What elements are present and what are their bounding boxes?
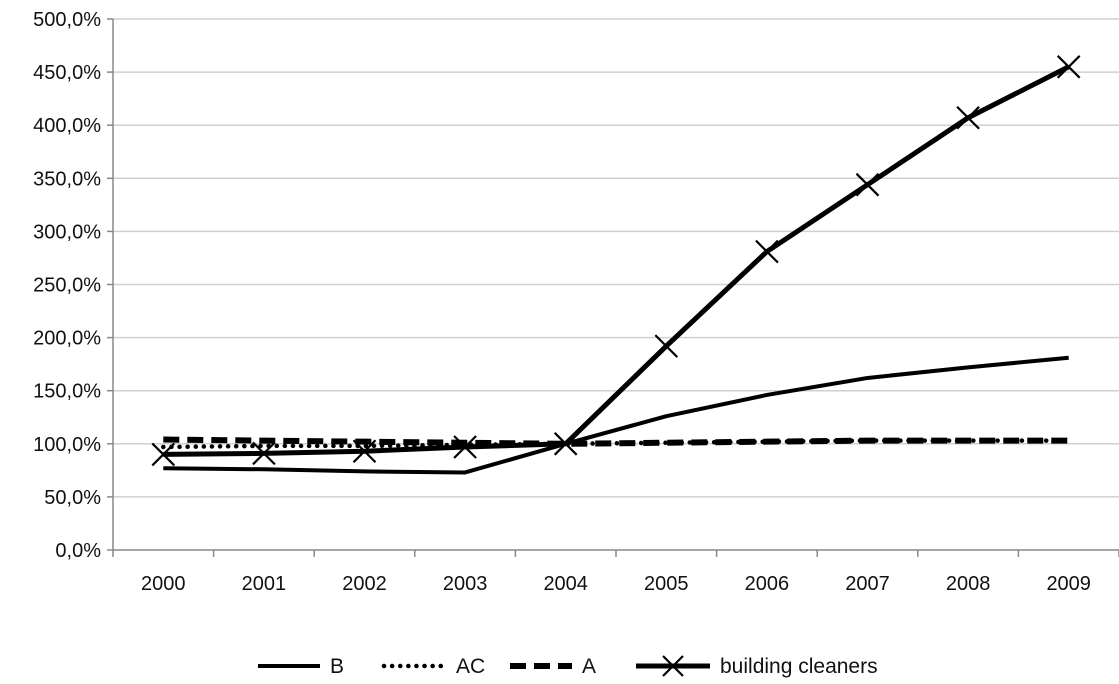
data-point-marker: [553, 432, 578, 456]
axes: 0,0% 50,0% 100,0% 150,0% 200,0% 250,0% 300,0% 3…: [33, 9, 1119, 595]
series-b: [163, 355, 1069, 475]
gridlines: [113, 18, 1119, 498]
y-tick-label: 450,0%: [33, 62, 101, 84]
x-tick-label: 2001: [242, 573, 287, 595]
legend-label: building cleaners: [720, 655, 878, 678]
series-line: [163, 64, 1070, 457]
data-point-marker: [453, 435, 477, 459]
x-tick-label: 2008: [946, 573, 991, 595]
x-tick-label: 2003: [443, 573, 488, 595]
data-point-marker: [151, 442, 176, 467]
legend-label: A: [582, 655, 596, 678]
y-tick-label: 350,0%: [33, 168, 101, 190]
series-line: [163, 355, 1069, 475]
y-tick-label: 300,0%: [33, 221, 101, 243]
data-point-marker: [755, 239, 779, 264]
y-tick-label: 500,0%: [33, 9, 101, 31]
x-tick-label: 2006: [745, 573, 790, 595]
x-tick-label: 2009: [1046, 573, 1091, 595]
data-point-marker: [352, 439, 377, 464]
x-tick-label: 2002: [342, 573, 387, 595]
x-tick-label: 2005: [644, 573, 689, 595]
legend-label: B: [330, 655, 344, 678]
data-point-marker: [855, 172, 880, 197]
y-tick-label: 50,0%: [44, 487, 101, 509]
x-tick-label: 2000: [141, 573, 186, 595]
legend-item-a: A: [510, 655, 596, 678]
legend-item-building-cleaners: building cleaners: [636, 655, 878, 678]
series-line: [161, 438, 1071, 450]
y-tick-label: 400,0%: [33, 115, 101, 137]
legend-item-ac: AC: [381, 655, 485, 678]
data-point-marker: [654, 334, 679, 358]
data-point-marker: [1056, 55, 1081, 79]
y-tick-label: 150,0%: [33, 381, 101, 403]
series-building-cleaners: [151, 55, 1081, 467]
y-tick-label: 250,0%: [33, 275, 101, 297]
y-tick-label: 100,0%: [33, 434, 101, 456]
y-tick-label: 0,0%: [55, 540, 101, 562]
legend-marker: [662, 655, 684, 677]
series-lines: [151, 55, 1081, 475]
series-ac: [161, 438, 1071, 450]
y-tick-label: 200,0%: [33, 328, 101, 350]
legend-item-b: B: [258, 655, 344, 678]
x-tick-label: 2007: [845, 573, 890, 595]
data-point-marker: [956, 105, 980, 130]
data-point-marker: [252, 441, 276, 466]
legend-label: AC: [456, 655, 485, 678]
x-tick-label: 2004: [543, 573, 588, 595]
